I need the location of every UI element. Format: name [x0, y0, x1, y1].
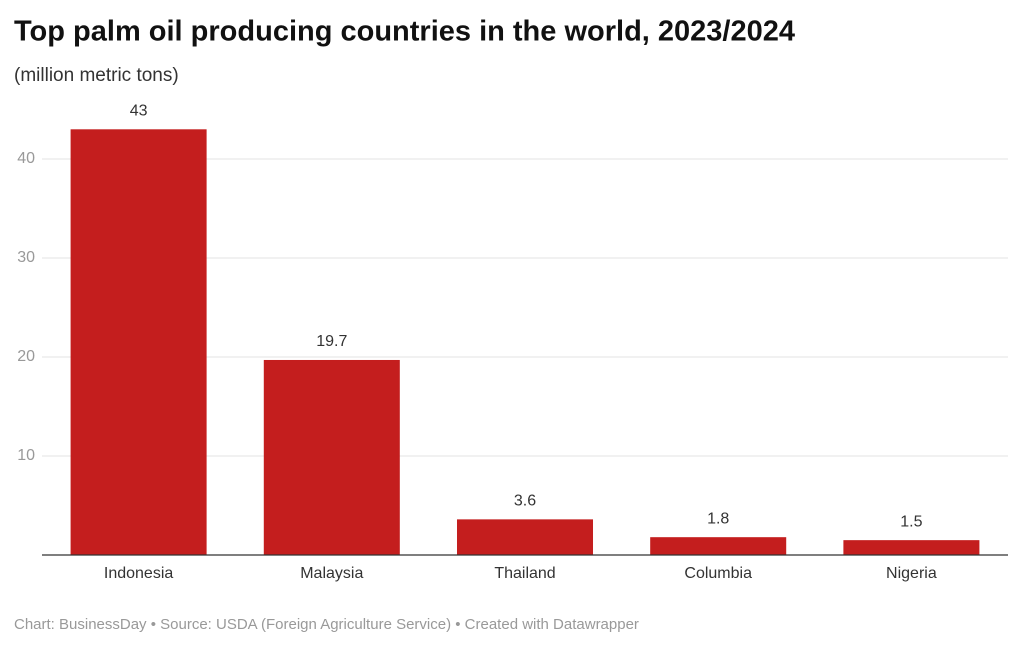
bar [843, 540, 980, 555]
chart-title: Top palm oil producing countries in the … [14, 16, 795, 48]
x-tick-label: Thailand [494, 565, 555, 582]
x-tick-label: Indonesia [104, 565, 173, 582]
x-tick-label: Columbia [684, 565, 752, 582]
bar [263, 359, 400, 555]
value-label: 1.5 [900, 513, 922, 530]
bar [456, 519, 594, 555]
chart-subtitle: (million metric tons) [14, 65, 179, 86]
bar [70, 129, 207, 556]
value-label: 3.6 [514, 493, 536, 510]
x-tick-label: Nigeria [886, 565, 937, 582]
value-label: 43 [130, 103, 148, 120]
y-tick-label: 40 [17, 150, 35, 167]
value-label: 19.7 [316, 333, 347, 350]
footer: Chart: BusinessDay • Source: USDA (Forei… [14, 616, 639, 633]
value-label: 1.8 [707, 510, 729, 527]
x-tick-label: Malaysia [300, 565, 363, 582]
bar [650, 537, 787, 555]
y-tick-label: 20 [17, 348, 35, 365]
y-tick-label: 10 [17, 447, 35, 464]
y-tick-label: 30 [17, 249, 35, 266]
